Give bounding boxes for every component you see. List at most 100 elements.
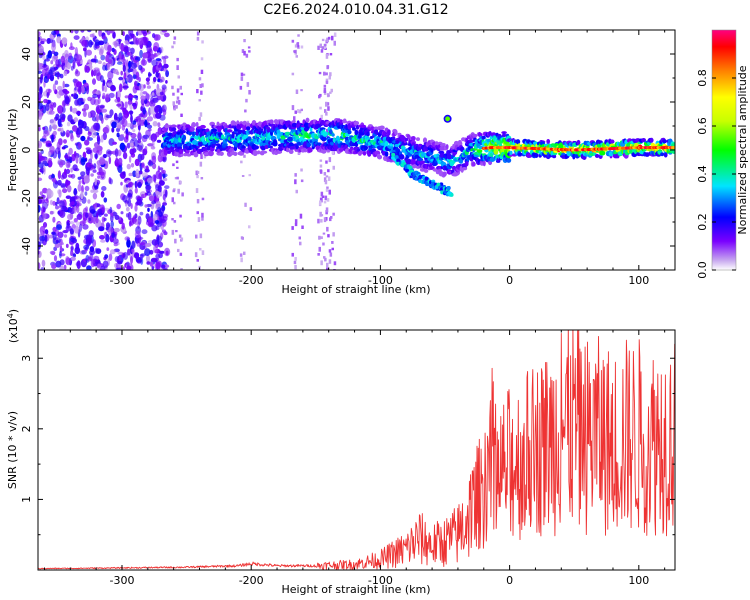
spectrogram-x-axis: -300 -200 -100 0 100: [43, 30, 666, 287]
streak-cell: [201, 216, 204, 221]
streak-cell: [318, 71, 322, 75]
band-cell: [384, 151, 389, 157]
streak-cell: [200, 57, 204, 61]
noise-cell: [99, 235, 105, 240]
noise-cell: [138, 64, 143, 71]
streak-cell: [319, 169, 323, 174]
noise-cell: [135, 71, 140, 81]
band-cell: [240, 151, 245, 155]
streak-cell: [199, 152, 203, 156]
streak-cell: [179, 252, 183, 256]
streak-cell: [241, 175, 245, 177]
noise-cell: [164, 189, 168, 198]
noise-cell: [157, 64, 161, 68]
noise-cell: [121, 222, 125, 230]
band-cell: [353, 121, 360, 126]
streak-cell: [245, 53, 249, 58]
noise-cell: [42, 222, 48, 228]
band-cell: [660, 152, 665, 157]
streak-cell: [178, 234, 182, 238]
streak-cell: [243, 251, 246, 255]
streak-cell: [173, 220, 177, 223]
band-cell: [245, 122, 251, 128]
noise-cell: [153, 174, 157, 184]
streak-cell: [320, 191, 324, 197]
noise-cell: [55, 260, 62, 268]
band-cell: [493, 149, 499, 155]
band-cell: [288, 149, 294, 154]
noise-cell: [136, 121, 140, 126]
noise-cell: [128, 172, 133, 177]
noise-cell: [63, 99, 66, 108]
noise-cell: [110, 220, 114, 228]
streak-cell: [294, 265, 297, 270]
noise-cell: [151, 239, 158, 246]
streak-cell: [322, 141, 325, 145]
branch-cell: [396, 158, 401, 163]
noise-cell: [63, 83, 70, 88]
noise-cell: [75, 221, 80, 227]
noise-cell: [148, 159, 152, 165]
streak-cell: [327, 94, 330, 97]
band-cell: [269, 119, 274, 125]
streak-cell: [323, 90, 326, 93]
snr-panel: -300 -200 -100 0 100 1 2 3 Height of straight …: [6, 309, 676, 596]
noise-cell: [126, 77, 129, 82]
streak-cell: [247, 46, 251, 49]
streak-cell: [196, 170, 200, 174]
noise-cell: [80, 135, 86, 142]
band-cell: [641, 138, 646, 143]
noise-cell: [38, 36, 41, 42]
noise-cell: [87, 256, 92, 262]
noise-cell: [75, 68, 79, 75]
noise-cell: [127, 99, 131, 106]
noise-cell: [60, 174, 65, 180]
noise-cell: [42, 55, 46, 60]
noise-cell: [109, 206, 113, 214]
noise-cell: [130, 114, 133, 123]
noise-cell: [64, 96, 70, 105]
noise-cell: [74, 246, 81, 255]
band-cell: [163, 127, 168, 133]
streak-cell: [320, 219, 323, 223]
band-cell: [377, 154, 383, 160]
noise-cell: [87, 212, 93, 218]
noise-cell: [161, 84, 167, 90]
noise-cell: [137, 131, 141, 140]
band-cell: [515, 139, 521, 145]
noise-cell: [130, 62, 137, 69]
streak-cell: [319, 200, 322, 206]
noise-cell: [92, 78, 96, 85]
streak-cell: [324, 195, 328, 201]
band-cell: [208, 150, 214, 157]
band-cell: [219, 151, 224, 156]
noise-cell: [130, 47, 135, 54]
noise-cell: [42, 211, 47, 221]
noise-cell: [128, 110, 134, 115]
noise-cell: [144, 119, 148, 128]
noise-cell: [65, 243, 69, 248]
y-tick-label: -20: [20, 189, 33, 207]
noise-cell: [117, 61, 123, 65]
noise-cell: [150, 257, 158, 263]
noise-cell: [114, 148, 119, 158]
streak-cell: [239, 253, 243, 257]
noise-cell: [164, 32, 170, 38]
band-cell: [404, 137, 409, 142]
band-cell: [543, 154, 547, 158]
noise-cell: [152, 139, 155, 148]
band-cell: [363, 144, 369, 151]
streak-cell: [200, 177, 204, 180]
streak-cell: [198, 116, 201, 121]
noise-cell: [40, 41, 45, 45]
streak-cell: [199, 248, 202, 251]
noise-cell: [64, 53, 69, 60]
streak-cell: [323, 177, 327, 182]
branch-cell: [414, 176, 419, 181]
noise-cell: [117, 260, 123, 265]
streak-cell: [196, 259, 199, 262]
noise-cell: [77, 86, 82, 95]
streak-cell: [332, 232, 335, 237]
streak-cell: [328, 249, 332, 253]
noise-cell: [55, 113, 60, 121]
